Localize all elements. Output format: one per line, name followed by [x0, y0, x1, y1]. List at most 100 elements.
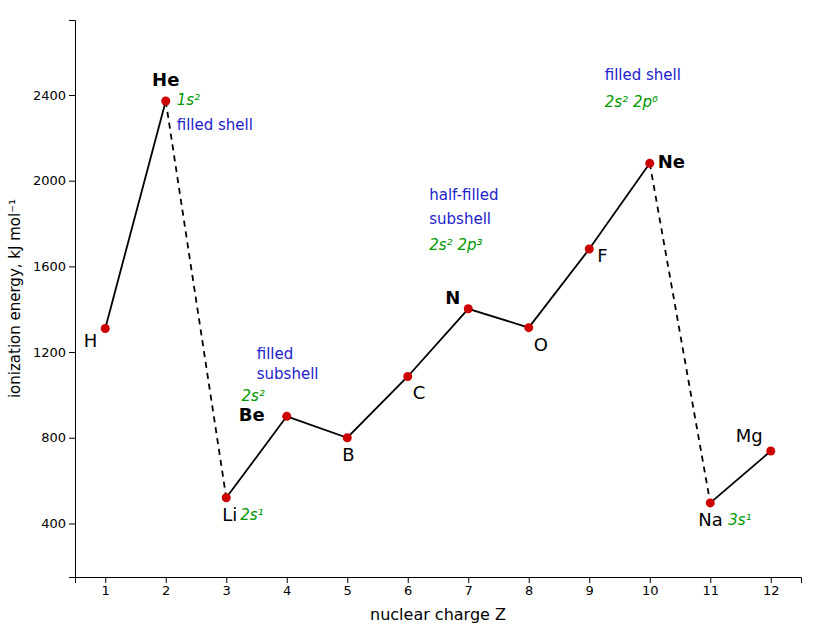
x-tick: 1 — [102, 577, 110, 598]
x-tick-mark — [166, 577, 167, 583]
point — [766, 447, 775, 456]
element-label: Na — [698, 509, 723, 530]
x-tick: 2 — [162, 577, 170, 598]
line — [710, 451, 771, 503]
y-tick: 2000 — [33, 173, 75, 188]
x-tick: 4 — [283, 577, 291, 598]
point — [585, 245, 594, 254]
x-tick-mark — [287, 577, 288, 583]
y-tick-mark — [69, 523, 75, 524]
y-tick: 1600 — [33, 259, 75, 274]
x-tick-mark — [529, 577, 530, 583]
annotations: HHeLiBeBCNOFNeNaMg1s²filled shell2s¹fill… — [84, 66, 763, 530]
x-tick: 7 — [465, 577, 473, 598]
annotation: 2s² — [241, 387, 264, 405]
x-tick: 10 — [642, 577, 659, 598]
x-tick-label: 8 — [525, 583, 533, 598]
x-tick-mark — [589, 577, 590, 583]
point — [343, 433, 352, 442]
annotation: subshell — [257, 365, 319, 383]
chart: 1234567891011124008001200160020002400HHe… — [0, 0, 821, 632]
y-tick-mark — [69, 438, 75, 439]
x-tick-mark — [771, 577, 772, 583]
y-tick-mark — [69, 266, 75, 267]
y-tick: 800 — [41, 430, 75, 445]
marks — [101, 96, 776, 507]
point — [101, 324, 110, 333]
y-tick: 400 — [41, 516, 75, 531]
element-label: Li — [222, 504, 237, 525]
dashed-line — [166, 101, 711, 503]
annotation: subshell — [429, 210, 491, 228]
x-tick-label: 10 — [642, 583, 659, 598]
x-tick-label: 12 — [763, 583, 780, 598]
x-tick: 6 — [404, 577, 412, 598]
x-tick: 11 — [702, 577, 719, 598]
element-label: H — [84, 330, 98, 351]
x-axis-title: nuclear charge Z — [370, 605, 506, 624]
x-tick-label: 3 — [223, 583, 231, 598]
y-tick: 1200 — [33, 345, 75, 360]
element-label: Be — [239, 404, 265, 425]
annotation: filled shell — [177, 116, 253, 134]
annotation: 1s² — [177, 91, 200, 109]
y-tick-label: 800 — [41, 430, 66, 445]
x-tick-label: 4 — [283, 583, 291, 598]
x-tick-mark — [710, 577, 711, 583]
point — [464, 304, 473, 313]
y-tick-mark — [69, 95, 75, 96]
element-label: Mg — [736, 425, 763, 446]
annotation: 2s¹ — [240, 506, 263, 524]
x-tick-label: 9 — [586, 583, 594, 598]
element-label: O — [534, 334, 548, 355]
point — [645, 159, 654, 168]
point — [403, 372, 412, 381]
x-axis: 123456789101112 — [76, 577, 802, 598]
x-tick-mark — [650, 577, 651, 583]
x-tick-mark — [468, 577, 469, 583]
point — [222, 493, 231, 502]
plot: 1234567891011124008001200160020002400HHe… — [33, 21, 802, 599]
point — [161, 96, 170, 105]
x-tick-mark — [347, 577, 348, 583]
y-tick-label: 400 — [41, 516, 66, 531]
point — [706, 498, 715, 507]
x-tick-label: 6 — [404, 583, 412, 598]
annotation: 3s¹ — [728, 511, 751, 529]
element-label: He — [152, 69, 179, 90]
x-tick-label: 1 — [102, 583, 110, 598]
x-tick: 9 — [586, 577, 594, 598]
x-tick: 3 — [223, 577, 231, 598]
x-tick-label: 11 — [702, 583, 719, 598]
annotation: 2s² 2p³ — [429, 236, 482, 254]
y-axis: 400 800 1200 1600 2000 2400 — [33, 21, 76, 578]
y-tick-label: 1600 — [33, 259, 66, 274]
y-axis-line — [69, 21, 76, 578]
y-tick: 2400 — [33, 88, 75, 103]
x-tick-label: 5 — [344, 583, 352, 598]
point — [282, 412, 291, 421]
x-axis-line — [76, 578, 802, 584]
x-tick: 12 — [763, 577, 780, 598]
x-tick: 5 — [344, 577, 352, 598]
annotation: half-filled — [429, 186, 498, 204]
element-label: F — [597, 245, 607, 266]
annotation: filled shell — [605, 66, 681, 84]
annotation: 2s² 2p⁶ — [605, 93, 658, 111]
x-tick: 8 — [525, 577, 533, 598]
x-tick-mark — [105, 577, 106, 583]
y-tick-mark — [69, 352, 75, 353]
y-tick-label: 1200 — [33, 345, 66, 360]
line — [226, 163, 650, 497]
y-tick-label: 2400 — [33, 88, 66, 103]
point — [524, 323, 533, 332]
x-tick-label: 7 — [465, 583, 473, 598]
x-tick-mark — [408, 577, 409, 583]
line — [105, 101, 166, 329]
y-tick-mark — [69, 181, 75, 182]
element-label: C — [413, 382, 426, 403]
element-label: Ne — [658, 151, 685, 172]
y-axis-title: ionization energy, kJ mol⁻¹ — [6, 199, 24, 398]
element-label: N — [445, 287, 460, 308]
y-tick-label: 2000 — [33, 173, 66, 188]
